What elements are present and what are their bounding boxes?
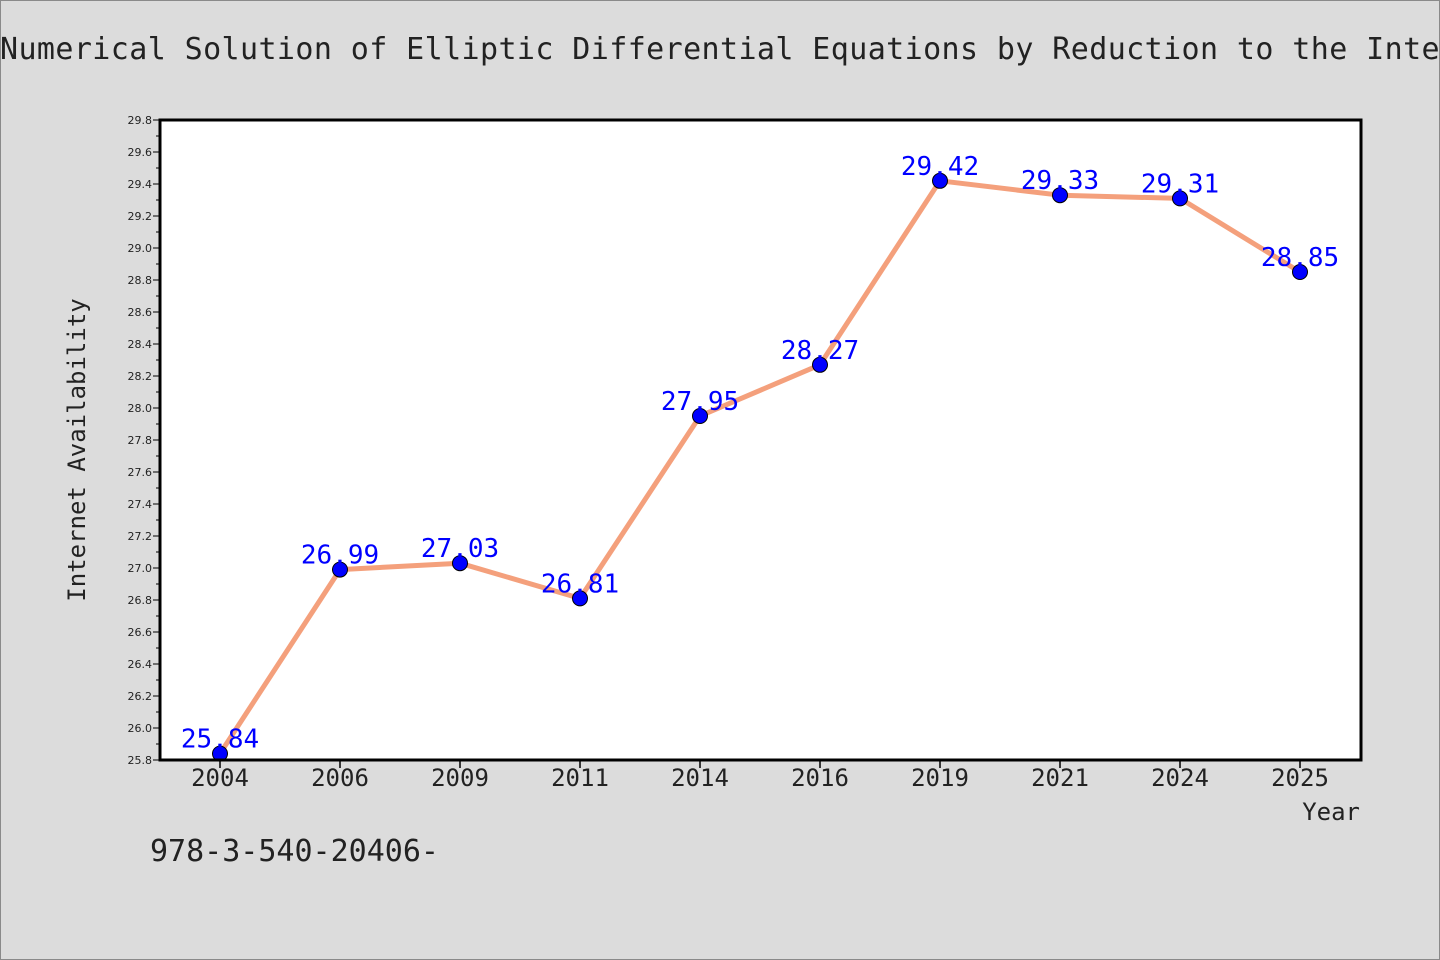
data-label: 27.03 [421,534,499,564]
series-line-segment [217,567,343,757]
data-label: 27.95 [661,387,739,417]
data-point [812,356,828,373]
data-label: 26.81 [541,569,619,599]
data-label: 26.99 [301,541,379,571]
data-label: 29.33 [1021,166,1099,196]
x-tick-label: 2006 [311,764,369,792]
x-tick-label: 2016 [791,764,849,792]
y-tick-label: 28.4 [128,338,153,351]
x-tick-label: 2011 [551,764,609,792]
y-tick-label: 26.4 [128,658,153,671]
series-line-segment [337,560,463,573]
series-points [212,172,1308,762]
y-tick-label: 28.8 [128,274,153,287]
series-lines [217,178,1303,757]
series-line-segment [577,413,703,601]
series-line-segment [697,362,823,419]
y-tick-label: 28.2 [128,370,153,383]
data-label: 29.31 [1141,169,1219,199]
data-label: 28.27 [781,336,859,366]
y-tick-label: 25.8 [128,754,153,767]
x-tick-label: 2009 [431,764,489,792]
series-line-segment [937,178,1063,198]
data-point [1292,264,1308,280]
y-tick-label: 29.0 [128,242,153,255]
x-axis-label: Year [1302,798,1360,826]
y-tick-label: 27.6 [128,466,153,479]
data-point [932,172,948,189]
x-tick-label: 2021 [1031,764,1089,792]
y-tick-label: 29.6 [128,146,153,159]
y-tick-label: 28.0 [128,402,153,415]
data-label: 28.85 [1261,243,1339,273]
y-tick-label: 27.8 [128,434,153,447]
data-labels: 25.84 26.99 27.03 26.81 27.95 28.27 29.42 29.33… [181,152,1339,755]
y-tick-label: 26.6 [128,626,153,639]
data-point [1172,190,1188,207]
chart-title: Numerical Solution of Elliptic Different… [0,32,1440,67]
x-axis-ticks: 2004 2006 2009 2011 2014 2016 2019 2021 2024 2025 [191,760,1329,792]
y-tick-label: 26.8 [128,594,153,607]
series-line-segment [1177,195,1303,275]
data-point [452,555,468,572]
data-point [692,408,708,424]
y-axis-label: Internet Availability [63,298,91,601]
x-tick-label: 2014 [671,764,729,792]
y-tick-label: 27.2 [128,530,153,543]
y-tick-label: 29.8 [128,114,153,127]
x-tick-label: 2019 [911,764,969,792]
y-tick-label: 28.6 [128,306,153,319]
plot-frame [158,118,1363,762]
data-point [572,590,588,607]
data-label: 25.84 [181,725,259,755]
x-tick-label: 2024 [1151,764,1209,792]
y-tick-label: 27.0 [128,562,153,575]
data-point [332,561,348,578]
y-tick-label: 29.4 [128,178,153,191]
isbn-text: 978-3-540-20406- [150,834,439,869]
y-tick-label: 26.2 [128,690,153,703]
series-line-segment [457,560,583,601]
y-tick-label: 29.2 [128,210,153,223]
y-axis-ticks: 25.8 26.0 26.2 26.4 26.6 26.8 27.0 27.2 27.4 27.6… [128,114,160,767]
data-point [1052,187,1068,204]
data-label: 29.42 [901,152,979,182]
y-tick-label: 27.4 [128,498,153,511]
plot-area [160,120,1361,760]
series-line-segment [1057,192,1183,201]
series-line-segment [817,178,943,368]
y-tick-label: 26.0 [128,722,153,735]
x-tick-label: 2004 [191,764,249,792]
x-tick-label: 2025 [1271,764,1329,792]
